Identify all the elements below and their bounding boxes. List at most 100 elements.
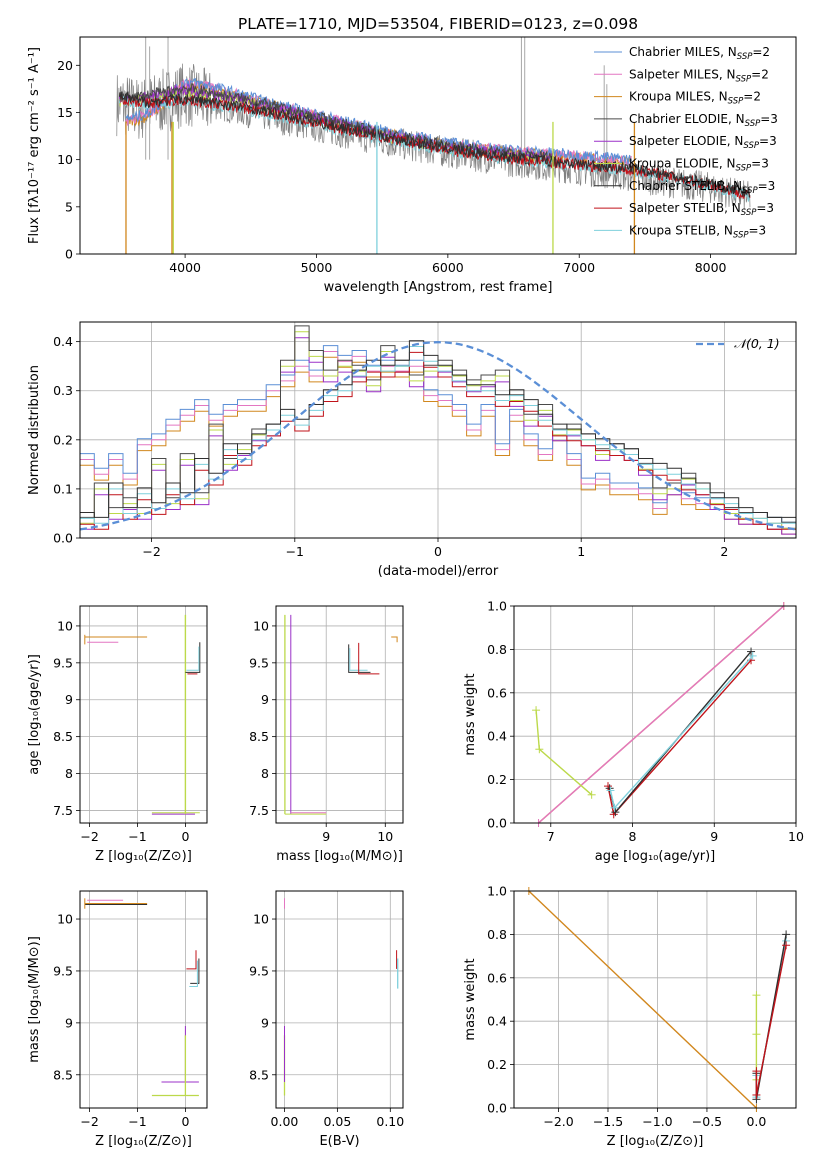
- legend-subscript: SSP: [741, 208, 757, 218]
- y-tick-label: 7.5: [53, 803, 73, 818]
- y-tick-label: 8.5: [53, 1067, 73, 1082]
- residuals-panel: −2 −1 0 1 2 0.0 0.1 0.2 0.3 0.4 (data-model)/error…: [27, 321, 797, 579]
- y-tick-label: 0.6: [487, 685, 507, 700]
- x-axis-label: Z [log₁₀(Z/Z⊙)]: [95, 1134, 192, 1149]
- x-tick-label: −2.0: [543, 1114, 573, 1129]
- spectrum-plot-area: [116, 37, 751, 254]
- model-spectrum-stelib: [118, 91, 751, 198]
- y-tick-label: 9: [65, 1015, 73, 1030]
- fit-component-line: [349, 648, 368, 671]
- y-tick-label: 20: [57, 58, 73, 73]
- axes-frame: [79, 321, 797, 539]
- legend-label: Kroupa ELODIE, NSSP=3: [629, 157, 769, 174]
- y-tick-label: 0.6: [487, 970, 507, 985]
- y-axis-label: Normed distribution: [27, 365, 42, 495]
- y-tick-label: 8.5: [249, 1067, 269, 1082]
- y-tick-label: 0.2: [487, 772, 507, 787]
- legend-suffix: =3: [759, 134, 777, 148]
- y-tick-label: 10: [57, 618, 73, 633]
- x-tick-label: −2: [80, 1114, 98, 1129]
- x-tick-label: 0: [181, 829, 189, 844]
- x-tick-label: 10: [377, 829, 393, 844]
- x-tick-label: 10: [788, 829, 804, 844]
- legend-subscript: SSP: [733, 230, 749, 240]
- x-axis-label: Z [log₁₀(Z/Z⊙)]: [607, 1134, 704, 1149]
- legend-suffix: =3: [756, 201, 774, 215]
- y-tick-label: 0.0: [487, 816, 507, 831]
- axes-frame: [79, 605, 208, 824]
- x-tick-label: −2: [142, 544, 160, 559]
- axes-frame: [79, 890, 208, 1109]
- legend-label: Chabrier MILES, NSSP=2: [629, 45, 770, 62]
- legend-suffix: =3: [758, 179, 776, 193]
- y-tick-label: 9.5: [249, 963, 269, 978]
- y-tick-label: 10: [253, 618, 269, 633]
- x-tick-label: 6000: [432, 260, 464, 275]
- mass-weight-line: [608, 651, 752, 814]
- massweight-vs-age-panel: 7 8 9 10 0.0 0.2 0.4 0.6 0.8 1.0 age [log₁₀(age/yr…: [463, 599, 804, 865]
- legend-label: Salpeter MILES, NSSP=2: [629, 67, 769, 84]
- x-tick-label: 0: [181, 1114, 189, 1129]
- y-tick-label: 1.0: [487, 884, 507, 899]
- massweight-vs-Z-panel: −2.0 −1.5 −1.0 −0.5 0.0 0.0 0.2 0.4 0.6 0.8 1.0 Z […: [463, 884, 797, 1149]
- y-tick-label: 0.2: [53, 432, 73, 447]
- x-axis-label: E(B-V): [319, 1134, 359, 1149]
- fit-component-line: [186, 646, 200, 671]
- y-tick-label: 0.8: [487, 642, 507, 657]
- x-tick-label: −1: [128, 1114, 146, 1129]
- fit-component-line: [358, 642, 380, 675]
- y-tick-label: 1.0: [487, 599, 507, 614]
- y-tick-label: 0.0: [53, 531, 73, 546]
- x-tick-label: −1: [286, 544, 304, 559]
- axes-frame: [513, 605, 797, 824]
- fit-component-line: [391, 636, 398, 643]
- x-tick-label: 9: [322, 829, 330, 844]
- x-tick-label: 8: [629, 829, 637, 844]
- legend-subscript: SSP: [736, 74, 752, 84]
- legend-suffix: =3: [760, 112, 778, 126]
- y-axis-label: mass weight: [463, 958, 478, 1040]
- x-tick-label: −1.5: [593, 1114, 623, 1129]
- histogram-stelib: [80, 351, 796, 530]
- y-tick-label: 0.4: [487, 729, 507, 744]
- x-axis-label: (data-model)/error: [378, 564, 499, 579]
- y-tick-label: 10: [57, 152, 73, 167]
- mass-weight-line: [609, 655, 754, 810]
- fit-component-line: [185, 642, 201, 673]
- x-tick-label: 8000: [695, 260, 727, 275]
- legend-label: 𝒩(0, 1): [734, 336, 780, 351]
- x-tick-label: 4000: [169, 260, 201, 275]
- y-tick-label: 8: [261, 766, 269, 781]
- y-tick-label: 8.5: [53, 729, 73, 744]
- legend-subscript: SSP: [736, 164, 752, 174]
- y-tick-label: 9: [261, 1015, 269, 1030]
- x-tick-label: 2: [720, 544, 728, 559]
- x-tick-label: 7000: [563, 260, 595, 275]
- y-tick-label: 10: [253, 912, 269, 927]
- y-axis-label: mass weight: [463, 673, 478, 755]
- y-tick-label: 9: [261, 692, 269, 707]
- legend-suffix: =3: [751, 157, 769, 171]
- figure-title: PLATE=1710, MJD=53504, FIBERID=0123, z=0…: [238, 15, 638, 33]
- legend-suffix: =3: [749, 223, 767, 237]
- axes-frame: [79, 36, 797, 255]
- x-tick-label: −0.5: [692, 1114, 722, 1129]
- legend-suffix: =2: [752, 45, 770, 59]
- mass-weight-line: [538, 605, 785, 824]
- histogram-stelib: [80, 346, 796, 524]
- x-axis-label: wavelength [Angstrom, rest frame]: [324, 280, 553, 295]
- legend-label: Chabrier STELIB, NSSP=3: [629, 179, 775, 196]
- legend-subscript: SSP: [742, 186, 758, 196]
- y-tick-label: 0.8: [487, 927, 507, 942]
- x-tick-label: 9: [710, 829, 718, 844]
- axes-frame: [275, 890, 404, 1109]
- y-tick-label: 0.4: [53, 334, 73, 349]
- legend-subscript: SSP: [745, 119, 761, 129]
- y-tick-label: 15: [57, 105, 73, 120]
- x-axis-label: mass [log₁₀(M/M⊙)]: [276, 849, 403, 864]
- histogram-stelib: [80, 340, 796, 518]
- x-tick-label: 1: [577, 544, 585, 559]
- legend-label: Chabrier ELODIE, NSSP=3: [629, 112, 778, 129]
- axes-frame: [275, 605, 404, 824]
